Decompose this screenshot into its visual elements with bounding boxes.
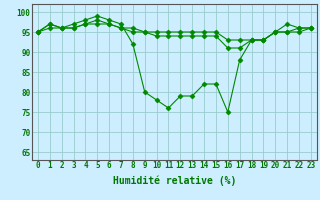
X-axis label: Humidité relative (%): Humidité relative (%) <box>113 176 236 186</box>
